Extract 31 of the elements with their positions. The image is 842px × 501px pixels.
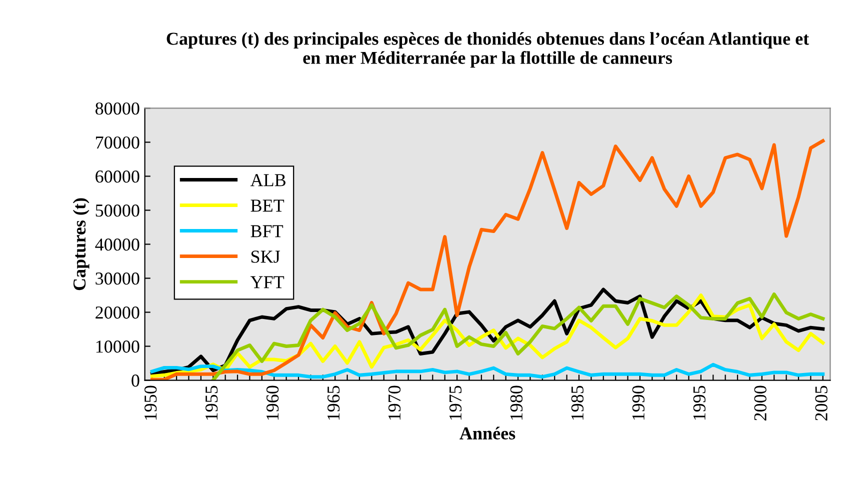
x-tick-label: 1980 <box>510 386 523 420</box>
x-tick-label: 1990 <box>632 386 644 420</box>
legend-label: YFT <box>250 276 284 288</box>
x-tick-label: 2005 <box>815 386 828 420</box>
x-tick-label: 1995 <box>693 386 706 420</box>
line-series <box>150 362 825 379</box>
x-tick-label: 2000 <box>754 386 766 420</box>
x-tick-label: 1965 <box>327 386 340 420</box>
legend-label: BFT <box>250 225 284 238</box>
legend-label: SKJ <box>251 250 280 263</box>
line-series <box>150 139 825 380</box>
x-tick-label: 1960 <box>266 386 279 420</box>
y-tick-label: 70000 <box>96 136 140 149</box>
x-tick-label: 1985 <box>571 386 584 420</box>
y-tick-label: 80000 <box>96 102 140 115</box>
y-tick-label: 0 <box>132 374 140 387</box>
y-tick-label: 40000 <box>95 238 140 251</box>
x-tick-label: 1975 <box>449 386 462 420</box>
y-tick-label: 60000 <box>96 170 140 183</box>
x-axis-title: Années <box>460 426 516 440</box>
legend-label: ALB <box>250 174 286 186</box>
x-tick-label: 1970 <box>388 386 401 420</box>
x-tick-label: 1950 <box>144 386 157 420</box>
x-tick-label: 1955 <box>206 386 218 420</box>
chart-title: Captures (t) des principales espèces de thonidés obtenues dans l’océan Atlantique et en mer Méditerranée par la flottille de canneurs <box>166 32 810 68</box>
y-axis-title: Captures (t) <box>72 198 90 290</box>
y-tick-label: 10000 <box>96 340 140 353</box>
y-tick-label: 30000 <box>96 272 140 285</box>
y-tick-label: 20000 <box>96 306 140 319</box>
legend-label: BET <box>250 200 284 212</box>
y-tick-label: 50000 <box>96 204 140 217</box>
